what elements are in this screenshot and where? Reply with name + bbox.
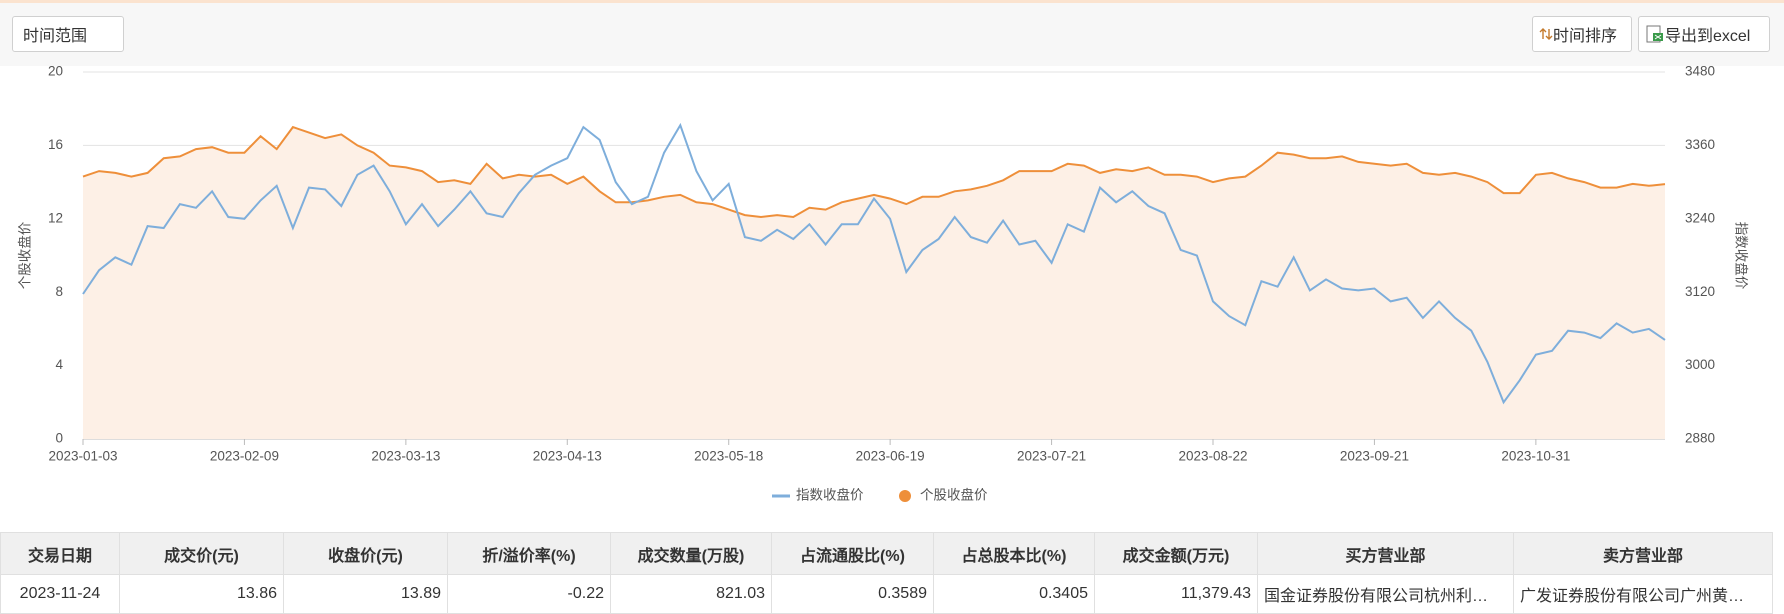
table-row: 2023-11-24 13.86 13.89 -0.22 821.03 0.3589 0.3… xyxy=(0,574,1773,614)
column-header: 成交价(元) xyxy=(119,532,284,575)
x-tick-label: 2023-01-03 xyxy=(48,449,117,464)
button-label: 导出到excel xyxy=(1665,28,1751,45)
button-label: 时间范围 xyxy=(23,28,88,45)
y-tick-label: 0 xyxy=(55,431,63,446)
x-tick-label: 2023-06-19 xyxy=(856,449,925,464)
table-cell: 11,379.43 xyxy=(1094,574,1258,614)
table-cell: -0.22 xyxy=(447,574,611,614)
export-button[interactable]: 导出到excel xyxy=(1638,16,1770,52)
table-cell: 0.3405 xyxy=(933,574,1095,614)
y2-tick-label: 3360 xyxy=(1685,137,1715,152)
excel-icon xyxy=(1646,25,1663,43)
series-line xyxy=(82,125,1666,219)
toolbar: 时间范围 时间排序 导出到excel xyxy=(0,0,1784,66)
table-cell: 国金证券股份有限公司杭州利… xyxy=(1257,574,1514,614)
y-tick-label: 12 xyxy=(48,210,63,225)
sort-button[interactable]: 时间排序 xyxy=(1532,16,1632,52)
legend-dot xyxy=(899,490,911,502)
x-tick-label: 2023-03-13 xyxy=(371,449,440,464)
table-cell: 2023-11-24 xyxy=(0,574,120,614)
area xyxy=(83,127,1665,439)
x-tick-label: 2023-05-18 xyxy=(694,449,763,464)
button-label: 时间排序 xyxy=(1553,28,1618,45)
x-tick-label: 2023-10-31 xyxy=(1501,449,1570,464)
y2-tick-label: 3120 xyxy=(1685,284,1715,299)
y2-axis-title: 指数收盘价 xyxy=(1733,222,1749,290)
time-range-button[interactable]: 时间范围 xyxy=(12,16,124,52)
column-header: 卖方营业部 xyxy=(1513,532,1773,575)
column-header: 收盘价(元) xyxy=(283,532,448,575)
x-tick-label: 2023-07-21 xyxy=(1017,449,1086,464)
column-header: 买方营业部 xyxy=(1257,532,1514,575)
x-tick-label: 2023-09-21 xyxy=(1340,449,1409,464)
trade-table: 交易日期 成交价(元) 收盘价(元) 折/溢价率(%) 成交数量(万股) 占流通股比(%)… xyxy=(0,532,1773,614)
column-header: 占流通股比(%) xyxy=(771,532,934,575)
y-tick-label: 4 xyxy=(55,357,63,372)
sort-icon xyxy=(1539,28,1553,40)
legend-label: 指数收盘价 xyxy=(796,487,864,503)
table-cell: 13.89 xyxy=(283,574,448,614)
y2-tick-label: 3000 xyxy=(1685,357,1715,372)
table-cell: 821.03 xyxy=(610,574,772,614)
column-header: 占总股本比(%) xyxy=(933,532,1095,575)
table-cell: 广发证券股份有限公司广州黄… xyxy=(1513,574,1773,614)
table-cell: 0.3589 xyxy=(771,574,934,614)
y-tick-label: 20 xyxy=(48,66,63,79)
y-axis-title: 个股收盘价 xyxy=(17,221,33,289)
y-tick-label: 16 xyxy=(48,137,63,152)
table-cell: 13.86 xyxy=(119,574,284,614)
series-line xyxy=(82,122,1666,405)
column-header: 折/溢价率(%) xyxy=(447,532,611,575)
legend-label: 个股收盘价 xyxy=(920,487,988,503)
column-header: 交易日期 xyxy=(0,532,120,575)
x-tick-label: 2023-08-22 xyxy=(1178,449,1247,464)
y2-tick-label: 2880 xyxy=(1685,431,1715,446)
column-header: 成交数量(万股) xyxy=(610,532,772,575)
y-tick-label: 8 xyxy=(55,284,63,299)
x-tick-label: 2023-04-13 xyxy=(533,449,602,464)
x-tick-label: 2023-02-09 xyxy=(210,449,279,464)
column-header: 成交金额(万元) xyxy=(1094,532,1258,575)
y2-tick-label: 3480 xyxy=(1685,66,1715,79)
y2-tick-label: 3240 xyxy=(1685,210,1715,225)
